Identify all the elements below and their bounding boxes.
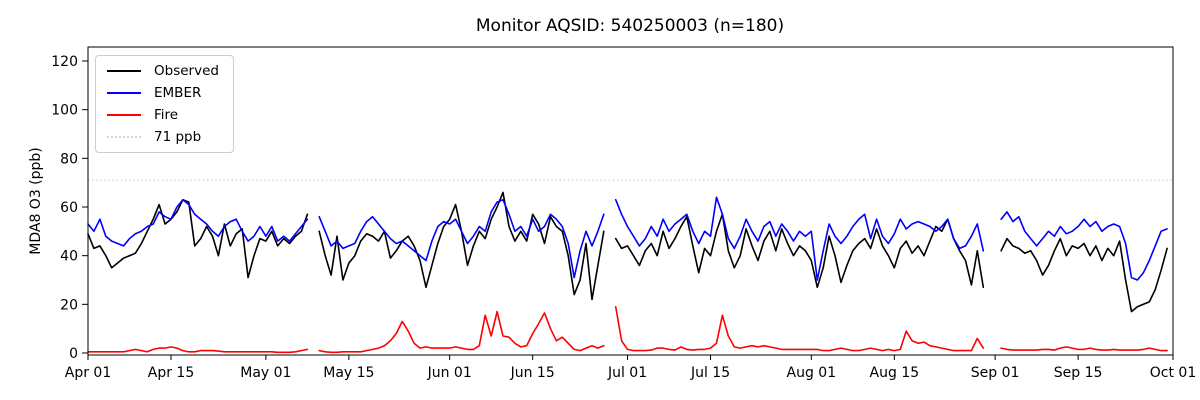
x-tick-label: Jul 01 [607,365,647,381]
chart-title: Monitor AQSID: 540250003 (n=180) [476,16,784,36]
x-tick-label: Sep 01 [971,365,1020,381]
plot-border [87,46,1174,356]
y-tick-label: 0 [69,346,78,362]
fire-line-sample [107,114,141,117]
y-tick-label: 60 [60,200,78,216]
legend-item-threshold: 71 ppb [107,128,219,145]
y-axis-label: MDA8 O3 (ppb) [28,147,44,255]
y-tick-label: 120 [51,54,78,70]
y-tick-label: 20 [60,297,78,313]
series-fire-line [87,306,1168,354]
x-tick-label: Aug 15 [870,365,920,381]
x-tick-label: Oct 01 [1150,365,1196,381]
x-tick-label: May 15 [323,365,374,381]
x-tick-label: Aug 01 [787,365,837,381]
ember-line-sample [107,92,141,95]
x-tick-label: Apr 01 [65,365,111,381]
legend-item-ember: EMBER [107,84,219,101]
threshold-line-sample [107,135,141,138]
x-tick-label: May 01 [240,365,291,381]
legend-label-threshold: 71 ppb [154,128,202,145]
y-tick-label: 80 [60,151,78,167]
legend: Observed EMBER Fire 71 ppb [95,55,234,154]
x-tick-label: Sep 15 [1054,365,1103,381]
legend-label-observed: Observed [154,63,219,79]
legend-item-observed: Observed [107,64,219,79]
x-tick-label: Jun 01 [427,365,472,381]
y-tick-label: 40 [60,249,78,265]
legend-label-ember: EMBER [154,84,202,101]
legend-item-fire: Fire [107,106,219,123]
legend-label-fire: Fire [154,106,179,123]
series-observed-line [87,191,1168,313]
observed-line-sample [107,70,141,73]
y-tick-label: 100 [51,103,78,119]
x-tick-label: Jun 15 [510,365,555,381]
plot-area: Apr 01 Apr 15 May 01 May 15 Jun 01 Jun 15 Jul … [51,46,1196,381]
series-ember-line [87,196,1168,281]
x-tick-label: Apr 15 [148,365,194,381]
x-tick-label: Jul 15 [690,365,730,381]
